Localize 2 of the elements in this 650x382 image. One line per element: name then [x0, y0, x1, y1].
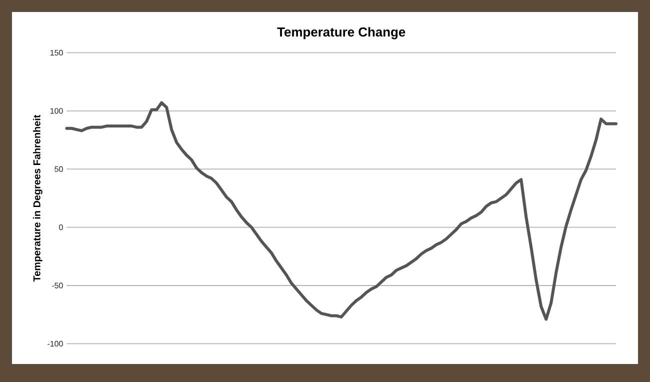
y-axis-title: Temperature in Degrees Fahrenheit	[33, 114, 42, 282]
chart-title: Temperature Change	[277, 27, 406, 40]
